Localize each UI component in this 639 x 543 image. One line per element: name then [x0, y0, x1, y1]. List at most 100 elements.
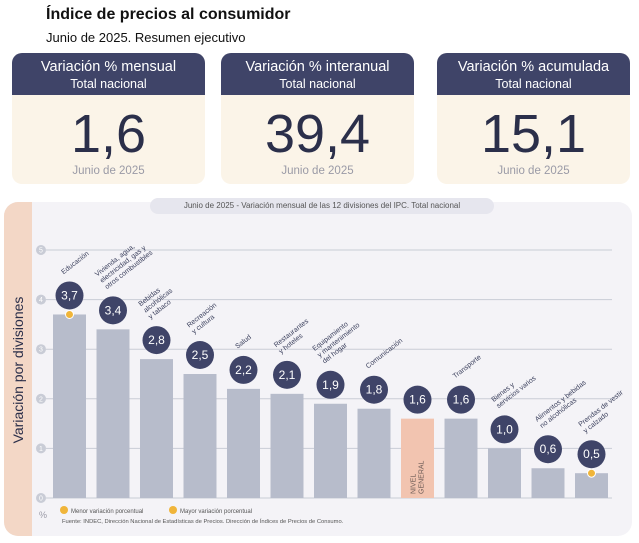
y-tick-dot — [36, 493, 46, 503]
data-label: 3,4 — [105, 303, 122, 317]
data-label: 2,8 — [148, 333, 165, 347]
value-badge — [534, 435, 562, 464]
card-value: 39,4 — [264, 104, 371, 164]
category-label-line: Alimentos y bebidas — [534, 379, 588, 423]
y-tick-label: 0 — [39, 496, 43, 503]
value-badge — [273, 360, 301, 389]
general-level-label: NIVEL GENERAL — [411, 460, 426, 494]
bar — [53, 314, 86, 498]
category-label-line: Educación — [60, 250, 90, 276]
bar — [531, 468, 565, 498]
y-tick-label: 2 — [39, 396, 43, 403]
value-badge — [316, 370, 345, 399]
data-label: 1,9 — [322, 378, 339, 392]
general-level-line: NIVEL — [411, 474, 418, 494]
y-tick-dot — [36, 294, 46, 305]
value-badge — [360, 375, 388, 404]
page-title: Índice de precios al consumidor — [46, 6, 291, 23]
card-date: Junio de 2025 — [497, 165, 570, 177]
data-label: 1,6 — [453, 393, 470, 407]
category-label: Salud — [234, 334, 253, 351]
bar — [444, 418, 478, 498]
source-note: Fuente: INDEC, Dirección Nacional de Est… — [62, 518, 344, 525]
bar — [488, 448, 521, 498]
y-tick-dot — [36, 344, 46, 355]
value-badge — [447, 385, 475, 414]
card-scope: Total nacional — [279, 77, 356, 91]
bar — [357, 408, 391, 498]
legend-min-dot — [60, 506, 68, 514]
value-badge — [577, 440, 606, 469]
data-label: 1,8 — [366, 383, 383, 397]
card-yearly: Variación % interanual Total nacional 39… — [221, 53, 414, 184]
card-header: Variación % acumulada Total nacional — [437, 53, 630, 95]
card-accumulated: Variación % acumulada Total nacional 15,… — [437, 53, 630, 184]
y-tick-dot — [36, 245, 46, 255]
bar — [227, 388, 260, 498]
value-badge — [229, 355, 258, 384]
legend-max-dot — [169, 506, 177, 514]
data-label: 1,6 — [409, 393, 426, 407]
y-tick-dot — [36, 443, 46, 454]
category-label: Comunicación — [365, 337, 404, 370]
legend-min-label: Menor variación porcentual — [71, 509, 143, 515]
value-badge — [403, 385, 432, 414]
category-label: Educación — [60, 250, 90, 276]
value-badge — [186, 341, 214, 369]
general-level-line: GENERAL — [419, 460, 426, 494]
y-unit-label: % — [39, 510, 47, 520]
card-value: 15,1 — [480, 104, 587, 164]
data-label: 0,5 — [583, 447, 600, 461]
chart-tag: Junio de 2025 - Variación mensual de las… — [150, 198, 494, 214]
value-badge — [142, 326, 171, 355]
legend-max-label: Mayor variación porcentual — [180, 509, 252, 515]
data-label: 1,0 — [496, 422, 513, 436]
data-label: 2,5 — [192, 348, 209, 362]
category-label: Vivienda, agua,electricidad, gas yotros … — [94, 243, 155, 291]
value-badge — [99, 296, 127, 325]
category-label: Transporte — [452, 354, 483, 380]
card-scope: Total nacional — [495, 77, 572, 91]
card-date: Junio de 2025 — [72, 165, 145, 177]
min-marker — [587, 468, 596, 478]
card-scope: Total nacional — [70, 77, 147, 91]
max-marker — [65, 309, 74, 319]
card-header: Variación % interanual Total nacional — [221, 53, 414, 95]
card-label: Variación % acumulada — [457, 59, 610, 75]
card-label: Variación % mensual — [40, 59, 177, 75]
bar — [183, 374, 217, 498]
bar — [96, 329, 130, 498]
value-badge — [490, 415, 519, 444]
category-label-line: Comunicación — [365, 337, 404, 370]
category-label-line: Salud — [234, 334, 253, 351]
value-badge — [55, 281, 84, 310]
y-tick-label: 5 — [39, 248, 43, 255]
y-tick-dot — [36, 393, 46, 404]
data-label: 2,1 — [279, 368, 296, 382]
card-monthly: Variación % mensual Total nacional 1,6 J… — [12, 53, 205, 184]
bar — [314, 403, 347, 498]
page-subtitle: Junio de 2025. Resumen ejecutivo — [46, 30, 246, 45]
y-tick-label: 4 — [39, 297, 43, 304]
card-label: Variación % interanual — [245, 59, 390, 75]
chart-side-band — [4, 202, 32, 536]
data-label: 3,7 — [61, 288, 78, 302]
card-header: Variación % mensual Total nacional — [12, 53, 205, 95]
y-tick-label: 1 — [39, 446, 43, 453]
bar — [270, 393, 304, 498]
y-tick-label: 3 — [39, 347, 43, 354]
data-label: 0,6 — [540, 442, 557, 456]
card-date: Junio de 2025 — [281, 165, 354, 177]
card-value: 1,6 — [70, 104, 147, 164]
bar — [401, 418, 434, 498]
bar — [140, 359, 173, 498]
category-label-line: Transporte — [452, 354, 483, 380]
data-label: 2,2 — [235, 363, 252, 377]
